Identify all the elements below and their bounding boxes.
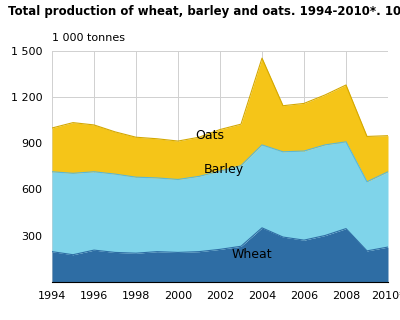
Text: Total production of wheat, barley and oats. 1994-2010*. 1000 tonnes: Total production of wheat, barley and oa… [8,5,400,18]
Text: Oats: Oats [195,129,224,142]
Text: 1 000 tonnes: 1 000 tonnes [52,33,125,43]
Text: Wheat: Wheat [231,248,272,261]
Text: Barley: Barley [204,163,244,176]
